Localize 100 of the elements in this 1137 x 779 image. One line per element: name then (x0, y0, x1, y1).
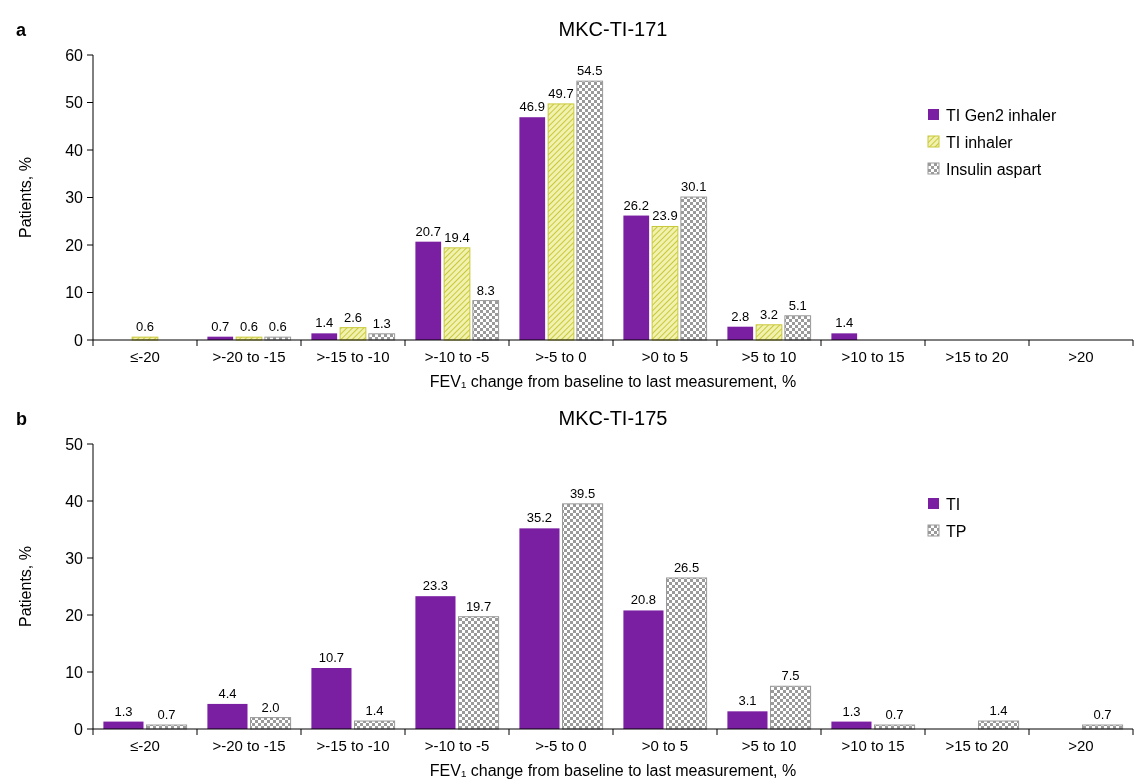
bar (415, 241, 442, 340)
data-label: 0.7 (211, 318, 230, 334)
x-tick-label: >15 to 20 (945, 737, 1009, 754)
data-label: 1.4 (989, 703, 1008, 719)
x-tick-label: >0 to 5 (641, 348, 689, 365)
bar (562, 503, 604, 730)
data-label: 2.8 (731, 308, 750, 324)
x-axis-title: FEV₁ change from baseline to last measurement, % (429, 762, 797, 779)
bar (727, 326, 754, 340)
y-tick-label: 10 (65, 284, 84, 302)
y-tick-label: 20 (65, 236, 84, 254)
bar (576, 80, 604, 341)
data-label: 1.3 (114, 703, 133, 719)
y-tick-label: 50 (65, 94, 84, 112)
data-label: 3.1 (738, 693, 757, 709)
data-label: 0.6 (268, 319, 287, 335)
bar (727, 711, 768, 729)
bar (339, 327, 367, 341)
data-label: 1.4 (835, 315, 854, 331)
x-tick-label: >10 to 15 (841, 348, 905, 365)
chart-title: MKC-TI-175 (558, 407, 668, 429)
x-tick-label: >-10 to -5 (424, 348, 490, 365)
bar (651, 225, 679, 341)
data-label: 35.2 (526, 510, 553, 526)
data-label: 0.7 (885, 707, 904, 723)
data-label: 0.7 (157, 707, 176, 723)
x-tick-label: >20 (1068, 737, 1094, 754)
data-label: 1.4 (315, 315, 334, 331)
bar (755, 324, 783, 341)
legend-label: TI inhaler (946, 133, 1014, 151)
data-label: 2.0 (261, 699, 280, 715)
bar (519, 117, 546, 340)
bar (680, 196, 708, 341)
data-label: 20.7 (415, 223, 441, 239)
data-label: 54.5 (577, 63, 603, 79)
y-tick-label: 60 (65, 46, 84, 64)
data-label: 4.4 (218, 685, 237, 701)
bar (623, 610, 664, 729)
x-tick-label: >10 to 15 (841, 737, 905, 754)
data-label: 0.7 (1093, 707, 1112, 723)
y-axis-title: Patients, % (17, 157, 34, 238)
x-tick-label: >20 (1068, 348, 1094, 365)
x-tick-label: ≤-20 (130, 737, 160, 754)
x-tick-label: >-15 to -10 (316, 737, 390, 754)
y-tick-label: 0 (74, 331, 84, 349)
bar (547, 103, 575, 341)
x-axis-title: FEV₁ change from baseline to last measurement, % (429, 373, 797, 390)
data-label: 23.9 (652, 208, 678, 224)
data-label: 1.3 (842, 703, 861, 719)
bar (770, 685, 812, 730)
bar (519, 528, 560, 729)
data-label: 1.4 (365, 703, 384, 719)
bar (784, 315, 812, 341)
bar (472, 300, 500, 341)
data-label: 30.1 (681, 179, 707, 195)
bar (311, 668, 352, 729)
x-tick-label: >0 to 5 (641, 737, 689, 754)
bar (666, 577, 708, 730)
y-tick-label: 20 (65, 606, 84, 624)
bar (311, 333, 338, 340)
data-label: 19.4 (444, 229, 470, 245)
data-label: 3.2 (759, 306, 779, 322)
data-label: 26.5 (673, 559, 700, 575)
bar (623, 215, 650, 340)
x-tick-label: >-15 to -10 (316, 348, 390, 365)
data-label: 39.5 (569, 485, 596, 501)
x-tick-label: >-10 to -5 (424, 737, 490, 754)
x-tick-label: ≤-20 (130, 348, 160, 365)
data-label: 1.3 (372, 315, 391, 331)
y-tick-label: 0 (74, 720, 84, 738)
y-tick-label: 10 (65, 663, 84, 681)
y-tick-label: 50 (65, 435, 84, 453)
bar (443, 247, 471, 341)
data-label: 7.5 (781, 668, 800, 684)
y-axis-title: Patients, % (17, 546, 34, 627)
chart-title: MKC-TI-171 (558, 18, 668, 40)
data-label: 0.6 (135, 319, 155, 335)
bar (207, 703, 248, 729)
text: a (16, 20, 27, 40)
x-tick-label: >15 to 20 (945, 348, 1009, 365)
data-label: 26.2 (623, 197, 649, 213)
data-label: 20.8 (630, 592, 657, 608)
data-label: 5.1 (788, 297, 807, 313)
legend-label: TI Gen2 inhaler (946, 106, 1057, 124)
data-label: 19.7 (465, 598, 492, 614)
x-tick-label: >5 to 10 (741, 348, 797, 365)
x-tick-label: >-5 to 0 (535, 737, 587, 754)
data-label: 0.6 (239, 319, 259, 335)
x-tick-label: >-5 to 0 (535, 348, 587, 365)
y-tick-label: 40 (65, 492, 84, 510)
bar (415, 596, 456, 729)
x-tick-label: >-20 to -15 (212, 737, 286, 754)
bar (831, 333, 858, 340)
data-label: 46.9 (519, 99, 545, 115)
x-tick-label: >-20 to -15 (212, 348, 286, 365)
legend-label: TP (946, 522, 967, 540)
y-tick-label: 30 (65, 189, 84, 207)
text: b (16, 409, 27, 429)
legend-label: Insulin aspart (946, 160, 1042, 178)
y-tick-label: 30 (65, 549, 84, 567)
